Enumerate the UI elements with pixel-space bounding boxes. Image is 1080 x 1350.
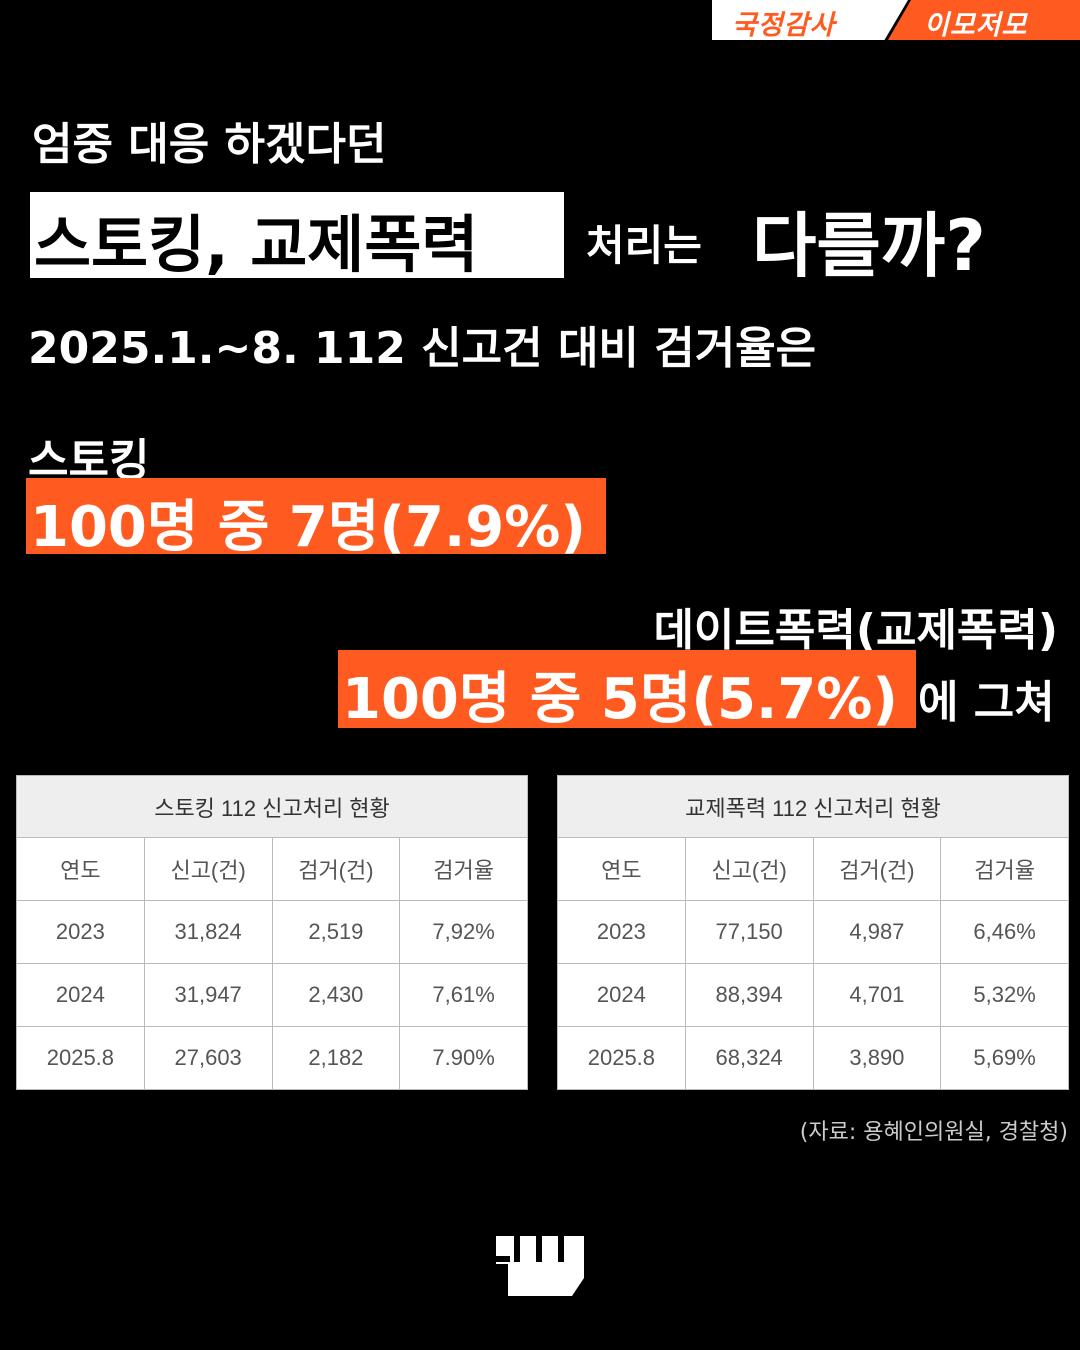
dating-suffix: 에 그쳐 [918,677,1055,728]
table-cell: 2024 [16,963,145,1027]
table-row: 2023 77,150 4,987 6,46% [557,900,1069,964]
table-cell: 2023 [16,900,145,964]
badge-left-text: 국정감사 [732,10,836,41]
table-header-row: 연도 신고(건) 검거(건) 검거율 [557,837,1069,901]
headline-end: 다를까? [752,205,986,287]
table-row: 2025.8 27,603 2,182 7.90% [16,1026,528,1090]
table-header-cell: 연도 [557,837,686,901]
table-row: 2024 31,947 2,430 7,61% [16,963,528,1027]
source-note: (자료: 용혜인의원실, 경찰청) [799,1120,1068,1145]
table-cell: 68,324 [684,1026,814,1090]
table-cell: 31,824 [143,900,273,964]
badge-right-text: 이모저모 [924,10,1028,41]
headline-line3: 2025.1.~8. 112 신고건 대비 검거율은 [28,323,817,374]
table-cell: 2,519 [271,900,401,964]
table-cell: 4,701 [812,963,942,1027]
category-badge: 국정감사 이모저모 [712,0,1080,40]
table-cell: 7.90% [399,1026,528,1090]
table-row: 2025.8 68,324 3,890 5,69% [557,1026,1069,1090]
table-header-row: 연도 신고(건) 검거(건) 검거율 [16,837,528,901]
stalking-label: 스토킹 [28,435,150,486]
table-header-cell: 신고(건) [684,837,814,901]
table-cell: 2025.8 [557,1026,686,1090]
table-cell: 2023 [557,900,686,964]
table-cell: 2,182 [271,1026,401,1090]
dating-label: 데이트폭력(교제폭력) [653,605,1058,656]
table-cell: 6,46% [940,900,1069,964]
table-cell: 5,69% [940,1026,1069,1090]
headline-highlight: 스토킹, 교제폭력 [34,208,479,281]
table-cell: 3,890 [812,1026,942,1090]
table-cell: 88,394 [684,963,814,1027]
table-cell: 5,32% [940,963,1069,1027]
table-cell: 2024 [557,963,686,1027]
table-header-cell: 검거(건) [812,837,942,901]
table-header-cell: 신고(건) [143,837,273,901]
table-cell: 31,947 [143,963,273,1027]
stalking-table: 스토킹 112 신고처리 현황 연도 신고(건) 검거(건) 검거율 2023 … [16,775,528,1090]
table-header-cell: 연도 [16,837,145,901]
table-row: 2023 31,824 2,519 7,92% [16,900,528,964]
headline-title: 스토킹, 교제폭력 처리는 다를까? [30,192,1070,287]
headline-highlight-box: 스토킹, 교제폭력 [30,192,564,281]
headline-mid: 처리는 [586,221,702,270]
table-cell: 4,987 [812,900,942,964]
stalking-value-box: 100명 중 7명(7.9%) [26,478,606,560]
dating-violence-table: 교제폭력 112 신고처리 현황 연도 신고(건) 검거(건) 검거율 2023… [557,775,1069,1090]
table-cell: 7,92% [399,900,528,964]
stalking-table-title: 스토킹 112 신고처리 현황 [16,775,528,838]
badge-left: 국정감사 [712,0,908,40]
stalking-value: 100명 중 7명(7.9%) [30,495,586,560]
table-cell: 77,150 [684,900,814,964]
headline-line1: 엄중 대응 하겠다던 [32,119,387,170]
dating-value: 100명 중 5명(5.7%) [342,667,898,732]
badge-right: 이모저모 [888,0,1080,40]
dating-table-title: 교제폭력 112 신고처리 현황 [557,775,1069,838]
table-cell: 7,61% [399,963,528,1027]
table-header-cell: 검거(건) [271,837,401,901]
table-row: 2024 88,394 4,701 5,32% [557,963,1069,1027]
fist-logo-icon [496,1236,584,1296]
table-cell: 2025.8 [16,1026,145,1090]
table-header-cell: 검거율 [940,837,1069,901]
table-cell: 2,430 [271,963,401,1027]
dating-value-box: 100명 중 5명(5.7%) [338,650,916,732]
table-header-cell: 검거율 [399,837,528,901]
table-cell: 27,603 [143,1026,273,1090]
